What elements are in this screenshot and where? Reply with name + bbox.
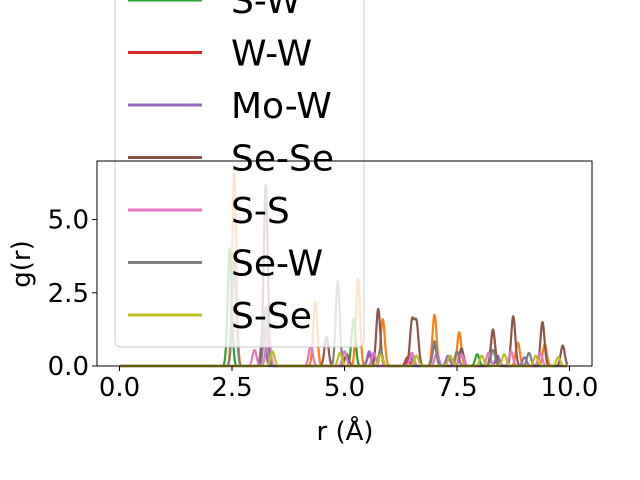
x-tick-label: 10.0 bbox=[541, 373, 599, 403]
legend-label: W-W bbox=[231, 34, 312, 75]
x-tick-label: 7.5 bbox=[436, 373, 477, 403]
y-axis-label: g(r) bbox=[7, 240, 37, 287]
y-tick-label: 2.5 bbox=[48, 279, 89, 309]
legend-box bbox=[114, 0, 365, 348]
x-tick-label: 0.0 bbox=[99, 373, 140, 403]
legend-label: S-S bbox=[231, 191, 290, 232]
legend-label: Se-W bbox=[231, 244, 323, 285]
legend-label: S-W bbox=[231, 0, 301, 22]
x-tick-label: 5.0 bbox=[324, 373, 365, 403]
y-tick-label: 5.0 bbox=[48, 206, 89, 236]
legend-label: S-Se bbox=[231, 296, 312, 337]
axes: 0.0 2.5 5.0 7.5 10.0 0.0 2.5 5.0 bbox=[48, 160, 599, 403]
x-axis-label: r (Å) bbox=[316, 415, 373, 447]
legend: S-W W-W Mo-W Se-Se S-S Se-W S-Se bbox=[114, 0, 365, 348]
legend-label: Mo-W bbox=[231, 86, 332, 127]
y-tick-label: 0.0 bbox=[48, 352, 89, 382]
x-tick-label: 2.5 bbox=[211, 373, 252, 403]
legend-label: Se-Se bbox=[231, 139, 334, 180]
